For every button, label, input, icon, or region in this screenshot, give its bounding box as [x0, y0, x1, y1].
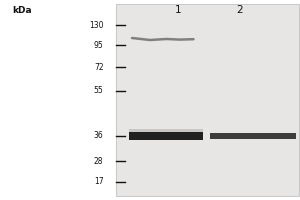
Text: 17: 17	[94, 178, 104, 186]
Text: 95: 95	[94, 40, 103, 49]
Text: kDa: kDa	[12, 6, 32, 15]
Text: 2: 2	[237, 5, 243, 15]
Text: 36: 36	[94, 132, 103, 140]
Text: 28: 28	[94, 156, 104, 166]
Text: 72: 72	[94, 62, 104, 72]
FancyBboxPatch shape	[116, 4, 298, 196]
Text: 55: 55	[94, 86, 103, 95]
Text: 130: 130	[89, 21, 103, 29]
FancyBboxPatch shape	[129, 129, 202, 132]
FancyBboxPatch shape	[210, 133, 296, 139]
Text: 1: 1	[175, 5, 182, 15]
FancyBboxPatch shape	[129, 132, 202, 140]
